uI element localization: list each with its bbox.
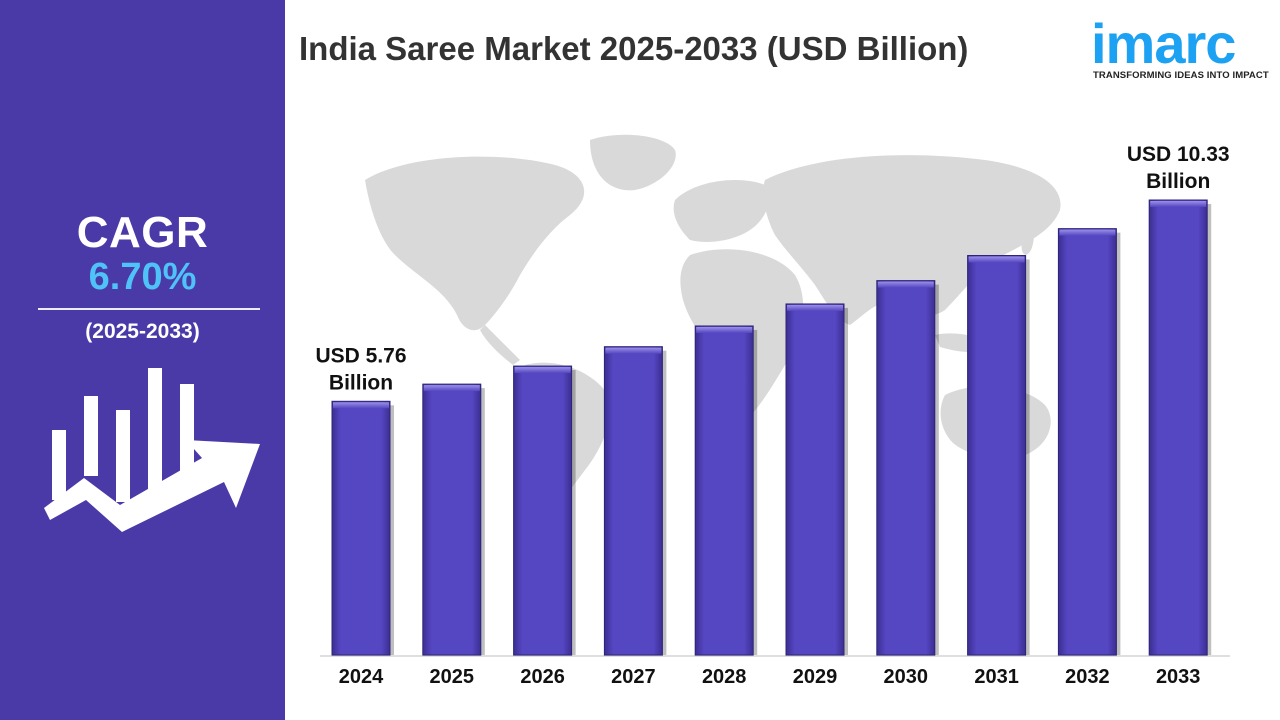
bar-chart: 2024 2025 2026 2027 2028 2029 2030 2031 2032 2033… [315,143,1230,688]
bar-2025 [422,383,485,656]
bar-2031 [967,254,1030,656]
cagr-value: 6.70% [88,256,197,298]
data-label-2024: Billion [329,371,393,394]
x-tick-label: 2030 [884,666,929,688]
bar-2026 [513,365,576,656]
main-area: India Saree Market 2025-2033 (USD Billio… [285,0,1280,720]
data-label-2033: Billion [1146,170,1210,193]
logo-wordmark: imarc [1091,12,1236,75]
data-label-2024: USD 5.76 [315,344,406,367]
x-tick-label: 2025 [430,666,475,688]
bar-growth-arrow-icon [44,368,260,532]
bar-2029 [785,303,848,656]
x-tick-label: 2032 [1065,666,1110,688]
bar-2027 [603,346,667,656]
sidebar-panel: CAGR 6.70% (2025-2033) [0,0,285,720]
x-tick-label: 2026 [520,666,565,688]
data-label-2033: USD 10.33 [1127,143,1230,166]
cagr-divider [38,308,260,310]
bar-2024 [331,400,394,656]
x-tick-label: 2028 [702,666,747,688]
x-tick-label: 2029 [793,666,838,688]
x-tick-label: 2033 [1156,666,1201,688]
imarc-logo: imarc TRANSFORMING IDEAS INTO IMPACT [1091,12,1269,84]
bar-2033 [1148,199,1212,656]
x-tick-label: 2031 [974,666,1019,688]
bar-2028 [694,325,758,656]
cagr-period: (2025-2033) [85,320,200,343]
chart-title: India Saree Market 2025-2033 (USD Billio… [299,30,969,67]
x-tick-label: 2024 [339,666,384,688]
bar-2030 [876,280,939,656]
logo-tagline: TRANSFORMING IDEAS INTO IMPACT [1093,70,1269,81]
x-tick-label: 2027 [611,666,656,688]
bar-2032 [1057,228,1121,656]
cagr-label: CAGR [76,208,209,257]
